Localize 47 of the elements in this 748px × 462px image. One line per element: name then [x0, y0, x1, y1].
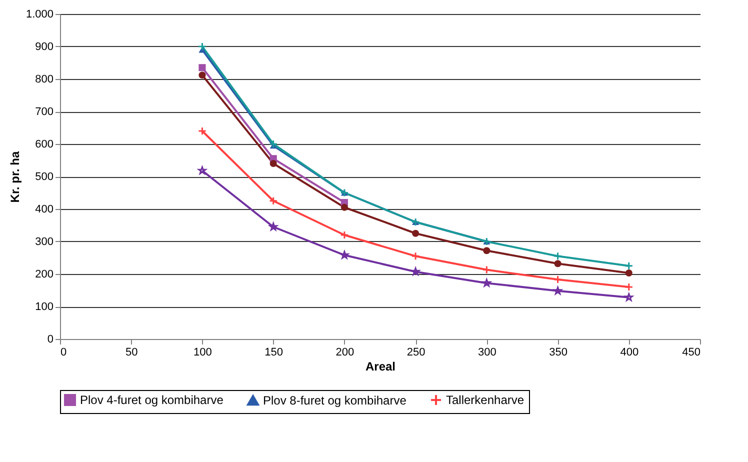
- x-tick-label: 350: [549, 346, 568, 358]
- point: [340, 204, 348, 211]
- point: [624, 282, 634, 292]
- point: [340, 230, 349, 240]
- x-axis-title: Areal: [365, 360, 396, 374]
- y-tick-label: 700: [35, 106, 54, 118]
- x-tick-label: 150: [264, 346, 284, 358]
- legend-label: Plov 4-furet og kombiharve: [80, 393, 224, 407]
- point: [198, 72, 206, 79]
- y-tick-label: 500: [35, 171, 54, 183]
- point: [483, 247, 490, 254]
- point: [269, 196, 278, 206]
- y-tick-label: 300: [35, 236, 54, 248]
- point: [553, 275, 562, 284]
- x-tick-label: 250: [406, 346, 426, 358]
- point: [625, 269, 632, 277]
- x-tick-label: 400: [620, 346, 639, 358]
- y-tick-label: 100: [35, 301, 54, 313]
- y-tick-label: 1.000: [26, 8, 54, 20]
- point: [554, 260, 562, 268]
- point: [198, 42, 207, 51]
- y-tick-label: 200: [35, 268, 54, 280]
- y-tick-label: 600: [35, 138, 54, 150]
- point: [198, 126, 207, 136]
- point: [411, 267, 420, 276]
- y-tick-label: 800: [35, 74, 54, 86]
- x-tick-label: 200: [336, 346, 354, 358]
- y-tick-label: 900: [35, 41, 54, 53]
- x-tick-label: 0: [60, 346, 67, 358]
- y-axis-title: Kr. pr. ha: [8, 151, 22, 203]
- point: [198, 64, 206, 72]
- x-tick-label: 100: [194, 346, 212, 358]
- point: [340, 250, 349, 259]
- point: [412, 230, 420, 237]
- x-tick-label: 50: [125, 346, 138, 358]
- point: [553, 252, 562, 260]
- x-tick-label: 450: [682, 346, 700, 358]
- point: [270, 160, 277, 168]
- point: [269, 140, 278, 148]
- legend-label: Plov 8-furet og kombiharve: [263, 393, 407, 408]
- point: [624, 262, 634, 270]
- point: [482, 265, 491, 274]
- legend-label: Tallerkenharve: [446, 393, 524, 407]
- y-tick-label: 400: [35, 204, 54, 216]
- point: [411, 252, 420, 260]
- y-tick-label: 0: [47, 334, 54, 346]
- x-tick-label: 300: [478, 346, 496, 358]
